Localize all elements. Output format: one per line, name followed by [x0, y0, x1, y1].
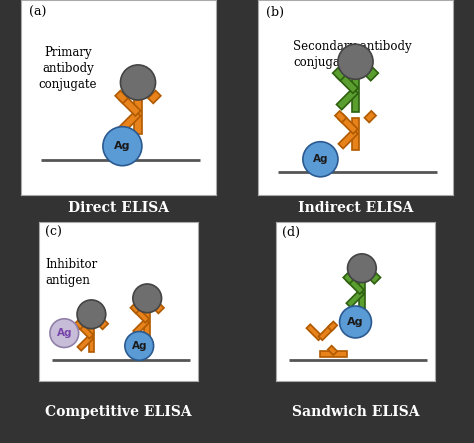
Text: Direct ELISA: Direct ELISA	[68, 201, 169, 215]
Bar	[352, 118, 359, 151]
Bar	[320, 351, 347, 357]
Circle shape	[133, 284, 162, 313]
Bar	[148, 90, 161, 103]
Text: Sandwich ELISA: Sandwich ELISA	[292, 405, 419, 419]
Circle shape	[339, 306, 372, 338]
Text: Ag: Ag	[131, 341, 147, 351]
Bar	[89, 326, 94, 352]
Bar	[133, 307, 149, 323]
Circle shape	[50, 319, 79, 347]
Text: Primary
antibody
conjugate: Primary antibody conjugate	[38, 46, 97, 91]
Bar	[130, 304, 140, 314]
Bar	[319, 324, 335, 340]
Bar	[365, 111, 376, 122]
Bar	[74, 320, 84, 330]
Bar	[338, 114, 358, 134]
Text: Indirect ELISA: Indirect ELISA	[298, 201, 413, 215]
Bar	[306, 324, 322, 340]
Text: Secondary antibody
conjugate: Secondary antibody conjugate	[293, 40, 412, 69]
Bar	[338, 129, 358, 148]
Bar	[333, 68, 346, 81]
Bar	[77, 323, 93, 338]
Text: Ag: Ag	[114, 141, 131, 151]
Bar	[133, 319, 149, 335]
Text: Ag: Ag	[347, 317, 364, 327]
Bar	[359, 280, 365, 309]
Text: (a): (a)	[29, 6, 46, 19]
Bar	[343, 273, 354, 284]
Bar	[337, 88, 358, 110]
Text: Competitive ELISA: Competitive ELISA	[45, 405, 192, 419]
Circle shape	[338, 44, 373, 79]
Bar	[370, 273, 381, 284]
Circle shape	[347, 254, 376, 283]
Bar	[155, 304, 164, 314]
Circle shape	[303, 142, 338, 177]
Bar	[346, 290, 364, 307]
Circle shape	[125, 331, 154, 360]
Bar	[328, 346, 337, 355]
Circle shape	[120, 65, 155, 100]
Text: Ag: Ag	[313, 154, 328, 164]
Bar	[115, 90, 128, 103]
Bar	[119, 94, 141, 116]
Text: Inhibitor
antigen: Inhibitor antigen	[45, 258, 97, 287]
Text: Ag: Ag	[56, 328, 72, 338]
Bar	[119, 111, 141, 132]
Bar	[335, 111, 346, 122]
Bar	[328, 322, 337, 331]
Bar	[352, 75, 359, 112]
Bar	[337, 72, 358, 93]
Bar	[365, 68, 378, 81]
Bar	[145, 310, 150, 336]
Text: (c): (c)	[45, 226, 62, 239]
Bar	[77, 335, 93, 351]
Bar	[346, 276, 364, 294]
Circle shape	[77, 300, 106, 329]
Bar	[99, 320, 108, 330]
Bar	[134, 98, 142, 135]
Circle shape	[103, 127, 142, 166]
Text: (d): (d)	[282, 226, 300, 239]
Text: (b): (b)	[266, 6, 284, 19]
